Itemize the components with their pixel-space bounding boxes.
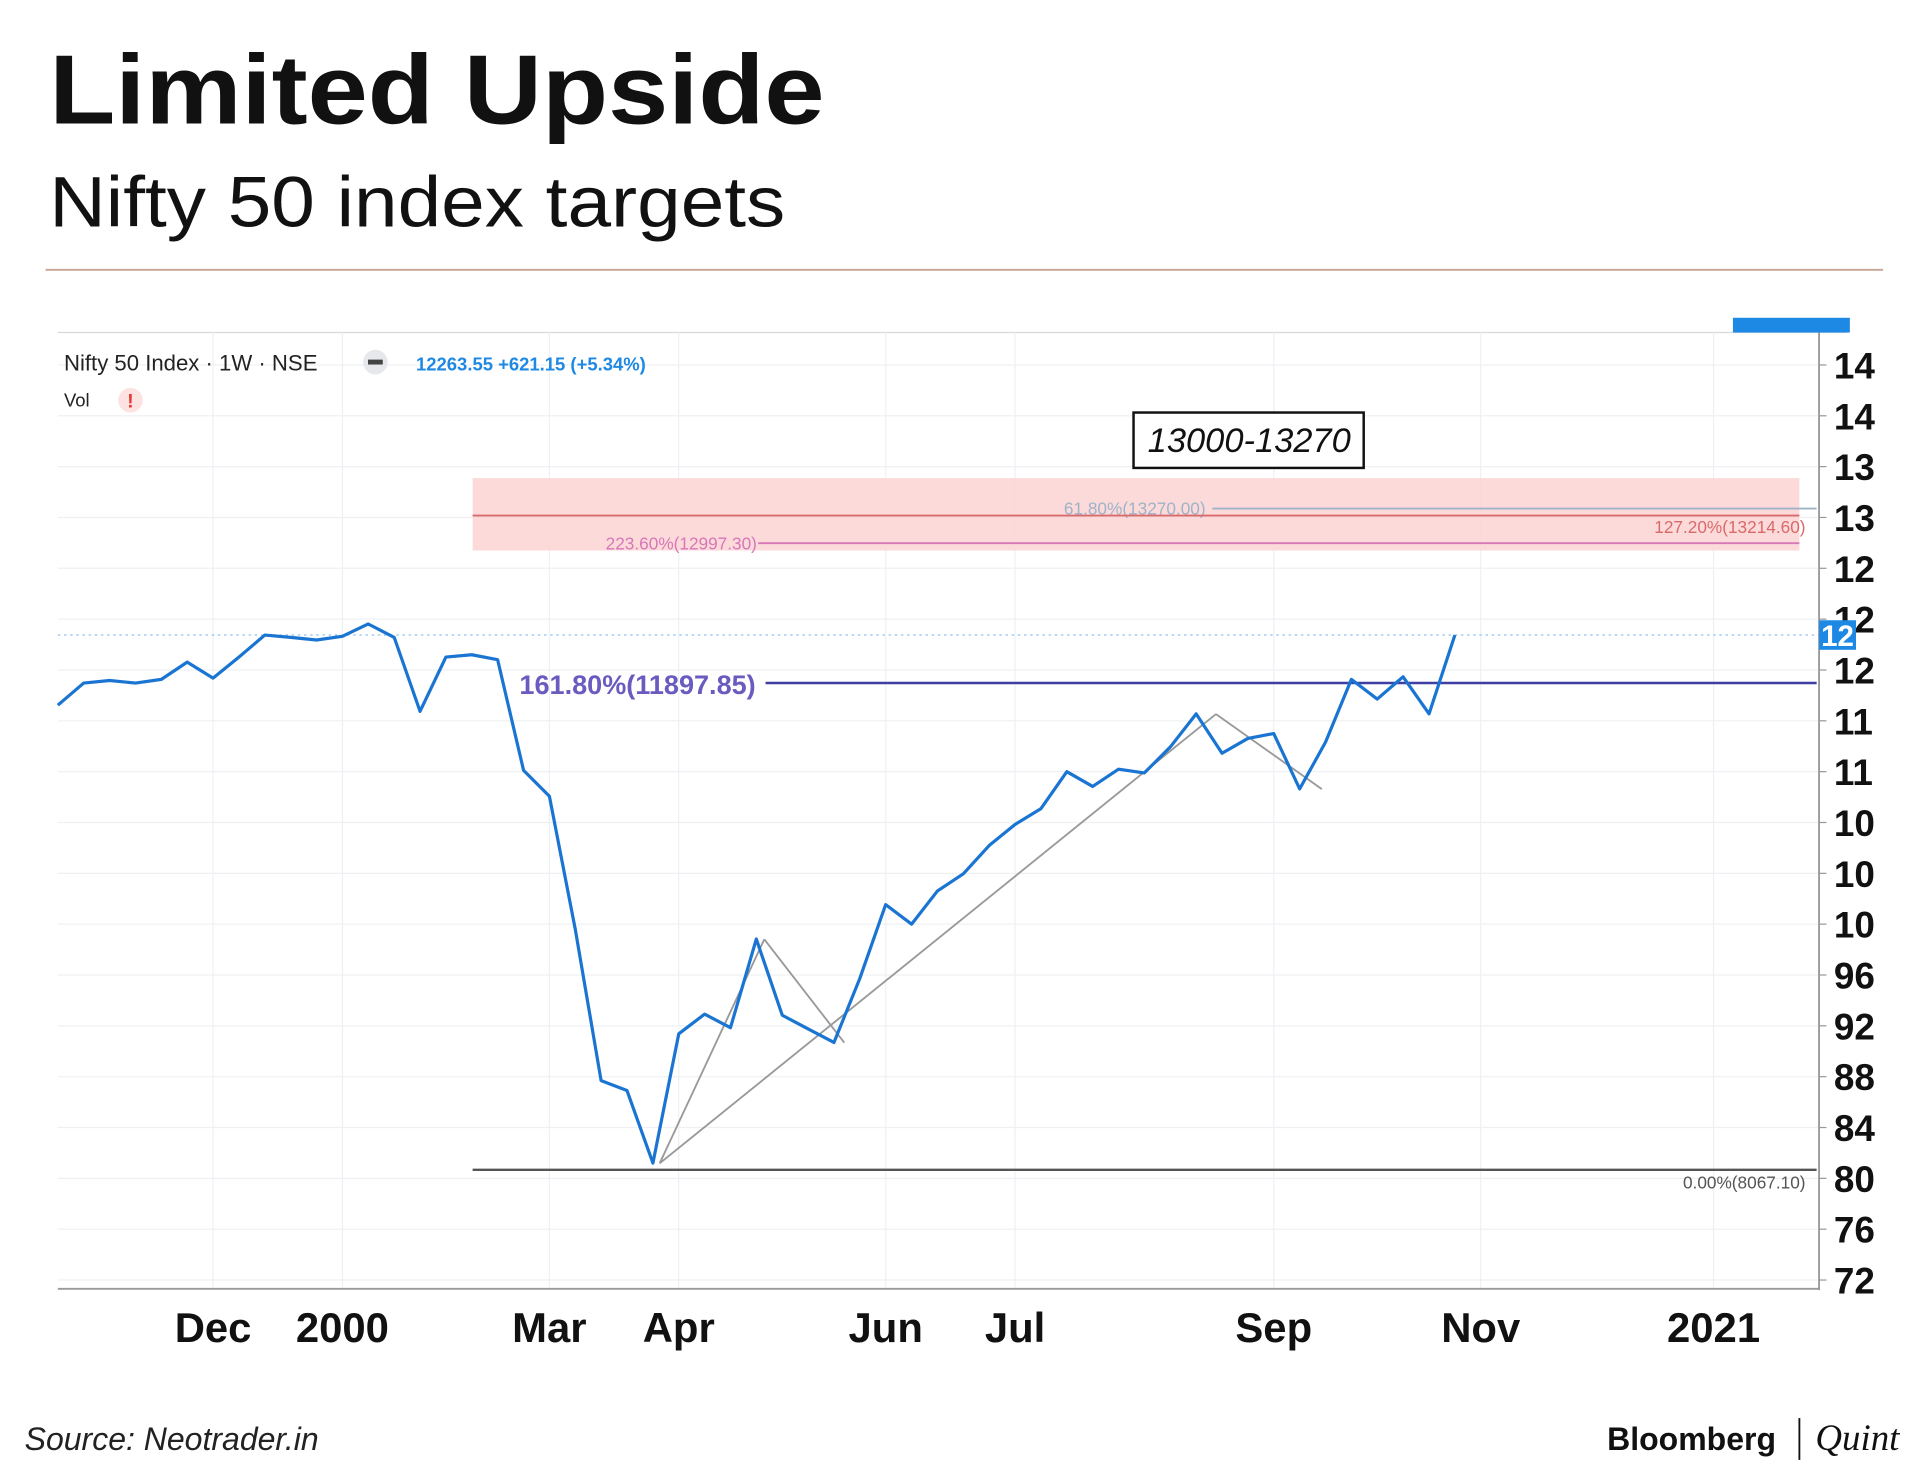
brand-suffix: Quint [1815, 1417, 1900, 1458]
warning: ! [127, 391, 134, 413]
y-tick-label: 80 [1834, 1159, 1875, 1200]
source: Source: Neotrader.in [25, 1421, 319, 1457]
brand: Bloomberg [1607, 1421, 1776, 1457]
volume-label: Vol [64, 389, 90, 410]
fib-level-label: 61.80%(13270.00) [1064, 499, 1206, 519]
x-tick-label: Jun [849, 1304, 923, 1351]
y-tick-label: 12 [1834, 549, 1875, 590]
y-tick-label: 10 [1834, 803, 1875, 844]
chart-subtitle: Nifty 50 index targets [49, 163, 785, 243]
last-value-label: 12 [1821, 620, 1854, 653]
x-tick-label: 2021 [1667, 1304, 1760, 1351]
y-tick-label: 88 [1834, 1057, 1875, 1098]
toolbar-button [1732, 317, 1850, 333]
x-tick-label: Apr [643, 1304, 715, 1351]
fib-level-label: 223.60%(12997.30) [606, 533, 757, 553]
x-tick-label: Nov [1441, 1304, 1521, 1351]
y-tick-label: 92 [1834, 1006, 1875, 1047]
x-tick-label: Jul [985, 1304, 1045, 1351]
y-tick-label: 76 [1834, 1210, 1875, 1251]
y-tick-label: 14 [1834, 396, 1876, 437]
warning-icon [118, 387, 143, 413]
y-tick-label: 10 [1834, 905, 1875, 946]
y-tick-label: 13 [1834, 447, 1875, 488]
y-tick-label: 14 [1834, 345, 1876, 386]
toggle-icon-bar [368, 359, 383, 365]
instrument: Nifty 50 Index · 1W · NSE [64, 351, 317, 376]
x-tick-label: Sep [1235, 1304, 1312, 1351]
grid [57, 332, 1820, 1289]
x-tick-label: 2000 [296, 1304, 389, 1351]
annotation-box [1132, 411, 1365, 470]
quote: 12263.55 +621.15 (+5.34%) [416, 354, 646, 375]
y-tick-label: 96 [1834, 956, 1875, 997]
y-tick-label: 11 [1834, 701, 1873, 742]
y-tick-label: 10 [1834, 854, 1875, 895]
fib-level-label: 127.20%(13214.60) [1654, 517, 1805, 537]
y-tick-label: 13 [1834, 498, 1875, 539]
annotation: 13000-13270 [1148, 422, 1351, 460]
chart-title: Limited Upside [49, 34, 824, 144]
target-zone [472, 478, 1800, 551]
pattern-line [659, 713, 1217, 1165]
fib-level-label: 0.00%(8067.10) [1683, 1172, 1806, 1192]
price-line [56, 622, 1457, 1165]
fib-level-label: 161.80%(11897.85) [519, 669, 755, 700]
y-tick-label: 12 [1834, 651, 1875, 692]
y-tick-label: 11 [1834, 752, 1873, 793]
last-value-tag [1819, 620, 1856, 650]
pattern-line [1215, 713, 1323, 790]
x-tick-label: Mar [512, 1304, 586, 1351]
y-tick-label: 72 [1834, 1261, 1875, 1302]
y-tick-label: 84 [1834, 1108, 1876, 1149]
x-tick-label: Dec [175, 1304, 252, 1351]
plot: 161.80%(11897.85) 0.00%(8067.10) 61.80%(13… [56, 478, 1820, 1192]
